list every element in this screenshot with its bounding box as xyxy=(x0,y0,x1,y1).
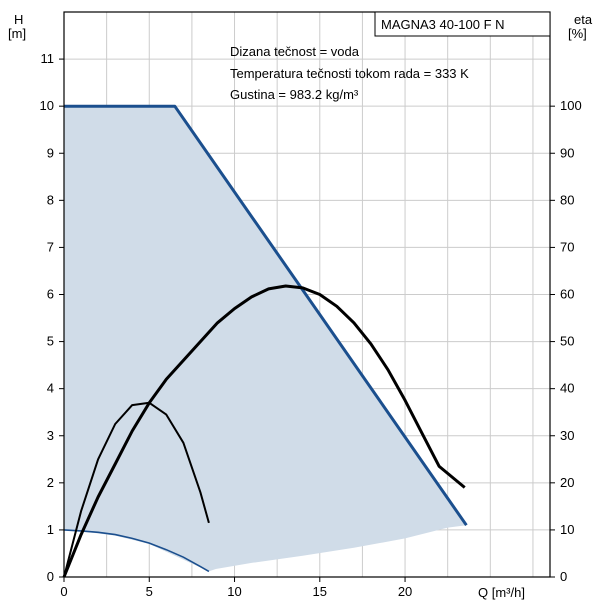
y-left-tick-label: 1 xyxy=(47,522,54,537)
model-box xyxy=(374,11,551,37)
y-right-tick-label: 10 xyxy=(560,522,574,537)
y-left-unit: [m] xyxy=(8,26,26,41)
y-right-tick-label: 40 xyxy=(560,381,574,396)
x-tick-label: 10 xyxy=(227,584,241,599)
y-right-tick-label: 50 xyxy=(560,334,574,349)
min-head-curve xyxy=(63,529,210,573)
y-right-tick-label: 20 xyxy=(560,475,574,490)
y-right-tick-label: 70 xyxy=(560,239,574,254)
y-left-tick-label: 7 xyxy=(47,239,54,254)
y-right-tick-label: 90 xyxy=(560,145,574,160)
curves xyxy=(62,104,468,578)
y-right-tick-label: 100 xyxy=(560,98,582,113)
y-left-tick-label: 11 xyxy=(41,51,55,66)
y-left-tick-label: 0 xyxy=(47,569,54,584)
y-right-tick-label: 80 xyxy=(560,192,574,207)
x-tick-label: 5 xyxy=(146,584,153,599)
annotation-temperature: Temperatura tečnosti tokom rada = 333 K xyxy=(230,66,469,81)
x-tick-label: 20 xyxy=(398,584,412,599)
efficiency-max-curve xyxy=(62,284,466,578)
y-left-tick-label: 8 xyxy=(47,192,54,207)
max-head-curve xyxy=(64,104,468,527)
y-left-tick-label: 6 xyxy=(47,287,54,302)
y-right-unit: [%] xyxy=(568,26,587,41)
y-left-tick-label: 3 xyxy=(47,428,54,443)
y-right-tick-label: 30 xyxy=(560,428,574,443)
y-left-tick-label: 9 xyxy=(47,145,54,160)
y-right-tick-label: 60 xyxy=(560,287,574,302)
operating-area-fill xyxy=(64,106,467,572)
y-left-label: H xyxy=(14,12,23,27)
annotation-liquid: Dizana tečnost = voda xyxy=(230,44,360,59)
y-left-tick-label: 4 xyxy=(47,381,54,396)
annotation-density: Gustina = 983.2 kg/m³ xyxy=(230,87,359,102)
y-left-tick-label: 2 xyxy=(47,475,54,490)
operating-area xyxy=(64,106,467,572)
y-left-tick-label: 10 xyxy=(40,98,54,113)
efficiency-min-curve xyxy=(63,401,210,578)
y-left-tick-label: 5 xyxy=(47,334,54,349)
model-label: MAGNA3 40-100 F N xyxy=(381,17,505,32)
ticks: 0 1 2 3 4 5 6 7 8 9 10 11 0 5 10 15 20 0 10 20 30 40 50 60 70 80 9… xyxy=(40,51,582,599)
x-tick-label: 0 xyxy=(60,584,67,599)
x-axis-label: Q [m³/h] xyxy=(478,585,525,600)
y-right-tick-label: 0 xyxy=(560,569,567,584)
x-tick-label: 15 xyxy=(313,584,327,599)
y-right-label: eta xyxy=(574,12,593,27)
